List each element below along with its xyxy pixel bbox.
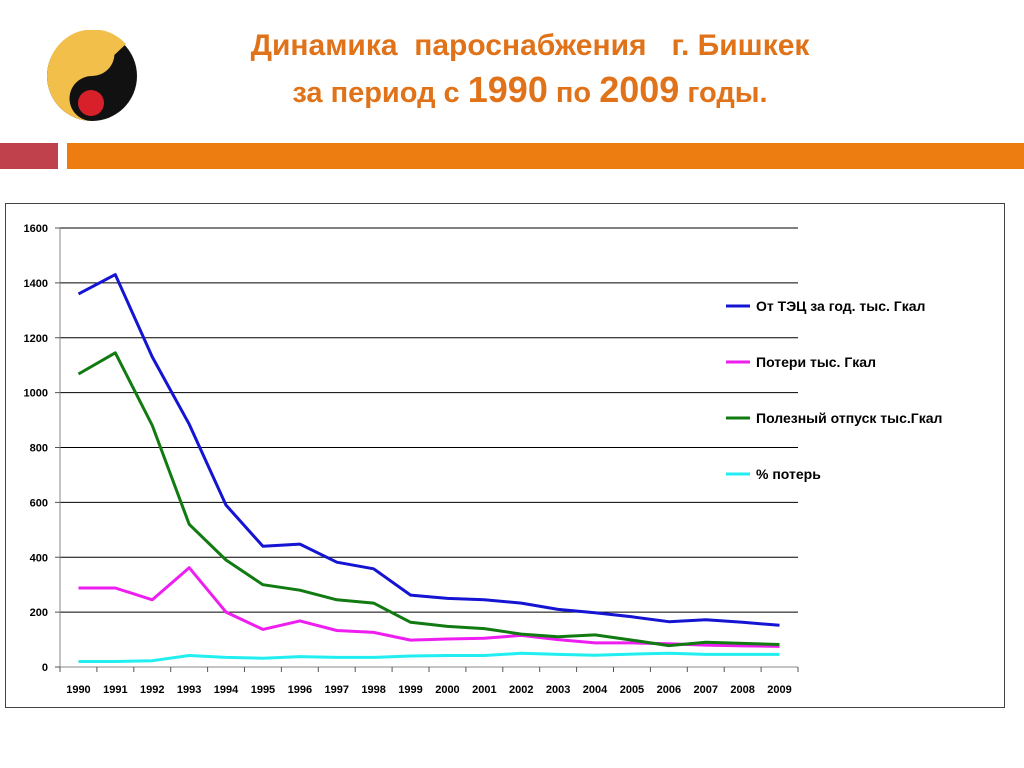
title-text-pre: за период с xyxy=(292,77,468,109)
series-line-2 xyxy=(77,351,780,648)
x-tick-label: 1995 xyxy=(251,684,275,696)
x-tick-label: 2003 xyxy=(546,684,570,696)
logo xyxy=(47,30,137,121)
x-tick-label: 2005 xyxy=(620,684,644,696)
series-line-0 xyxy=(77,273,780,627)
title-year-to: 2009 xyxy=(599,69,680,110)
decor-bar-orange xyxy=(67,143,1024,169)
x-tick-label: 2007 xyxy=(694,684,718,696)
x-tick-label: 2000 xyxy=(435,684,459,696)
title-text-post: годы. xyxy=(679,77,768,109)
series-line-1 xyxy=(78,566,780,648)
legend-label-3: % потерь xyxy=(756,466,821,482)
y-tick-label: 0 xyxy=(42,662,48,674)
y-tick-label: 1600 xyxy=(24,223,48,235)
x-tick-label: 2004 xyxy=(583,684,608,696)
x-tick-label: 1992 xyxy=(140,684,164,696)
legend-label-0: От ТЭЦ за год. тыс. Гкал xyxy=(756,298,925,314)
x-tick-label: 2008 xyxy=(730,684,754,696)
y-tick-label: 200 xyxy=(30,607,48,619)
y-tick-label: 400 xyxy=(30,552,48,564)
title-year-from: 1990 xyxy=(467,69,548,110)
x-tick-label: 2006 xyxy=(657,684,681,696)
x-tick-label: 2009 xyxy=(767,684,791,696)
legend-label-2: Полезный отпуск тыс.Гкал xyxy=(756,410,942,426)
x-tick-label: 2002 xyxy=(509,684,533,696)
x-tick-label: 1991 xyxy=(103,684,127,696)
title-text-mid: по xyxy=(547,77,600,109)
decor-bar-red xyxy=(0,143,58,169)
title-line-1: Динамика пароснабжения г. Бишкек xyxy=(250,29,810,62)
series-line-3 xyxy=(78,651,780,663)
x-tick-label: 1990 xyxy=(66,684,90,696)
y-tick-label: 1000 xyxy=(24,388,48,400)
x-tick-label: 1996 xyxy=(288,684,312,696)
y-tick-label: 1200 xyxy=(24,333,48,345)
x-tick-label: 2001 xyxy=(472,684,496,696)
x-tick-label: 1994 xyxy=(214,684,239,696)
x-tick-label: 1999 xyxy=(398,684,422,696)
line-chart: 0 200 400 600 800 1000 1200 1400 1600 1990 1991 19… xyxy=(24,223,943,696)
page-title: Динамика пароснабжения г. Бишкек за пери… xyxy=(150,28,910,111)
y-tick-label: 1400 xyxy=(24,278,48,290)
y-tick-label: 800 xyxy=(30,443,48,455)
y-tick-label: 600 xyxy=(30,497,48,509)
x-tick-label: 1998 xyxy=(361,684,385,696)
x-tick-label: 1997 xyxy=(325,684,349,696)
chart-frame: 0 200 400 600 800 1000 1200 1400 1600 1990 1991 19… xyxy=(5,203,1005,708)
legend-label-1: Потери тыс. Гкал xyxy=(756,354,876,370)
x-tick-label: 1993 xyxy=(177,684,201,696)
title-line-2: за период с 1990 по 2009 годы. xyxy=(150,68,910,111)
